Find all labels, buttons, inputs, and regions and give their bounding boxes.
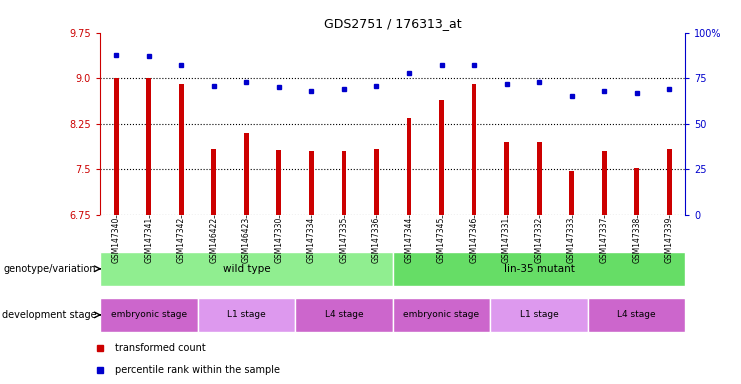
Text: transformed count: transformed count [115, 343, 205, 354]
Bar [634, 168, 639, 215]
Bar [276, 150, 282, 215]
Text: GSM147336: GSM147336 [372, 217, 381, 263]
Text: GSM147344: GSM147344 [405, 217, 413, 263]
Bar [147, 78, 151, 215]
Title: GDS2751 / 176313_at: GDS2751 / 176313_at [324, 17, 462, 30]
Bar [211, 149, 216, 215]
Bar [504, 142, 509, 215]
Bar [342, 151, 346, 215]
Text: GSM147346: GSM147346 [470, 217, 479, 263]
Text: GSM147337: GSM147337 [599, 217, 608, 263]
Bar [407, 118, 411, 215]
Text: GSM146423: GSM146423 [242, 217, 251, 263]
Text: embryonic stage: embryonic stage [110, 310, 187, 319]
Bar [471, 84, 476, 215]
Bar [100, 252, 393, 286]
Text: percentile rank within the sample: percentile rank within the sample [115, 364, 279, 375]
Text: GSM147333: GSM147333 [567, 217, 576, 263]
Text: wild type: wild type [222, 264, 270, 274]
Bar [374, 149, 379, 215]
Text: GSM146422: GSM146422 [210, 217, 219, 263]
Text: GSM147342: GSM147342 [177, 217, 186, 263]
Bar [100, 298, 198, 332]
Text: GSM147340: GSM147340 [112, 217, 121, 263]
Text: L4 stage: L4 stage [617, 310, 656, 319]
Bar [244, 133, 249, 215]
Text: L4 stage: L4 stage [325, 310, 363, 319]
Text: GSM147334: GSM147334 [307, 217, 316, 263]
Text: L1 stage: L1 stage [227, 310, 266, 319]
Bar [439, 99, 444, 215]
Text: GSM147341: GSM147341 [144, 217, 153, 263]
Text: embryonic stage: embryonic stage [403, 310, 479, 319]
Text: GSM147332: GSM147332 [534, 217, 544, 263]
Text: GSM147331: GSM147331 [502, 217, 511, 263]
Bar [295, 298, 393, 332]
Bar [667, 149, 671, 215]
Text: GSM147345: GSM147345 [437, 217, 446, 263]
Bar [179, 84, 184, 215]
Bar [569, 170, 574, 215]
Bar [393, 298, 491, 332]
Text: genotype/variation: genotype/variation [4, 264, 96, 274]
Text: GSM147338: GSM147338 [632, 217, 641, 263]
Text: GSM147330: GSM147330 [274, 217, 283, 263]
Text: GSM147339: GSM147339 [665, 217, 674, 263]
Text: development stage: development stage [1, 310, 96, 320]
Bar [198, 298, 295, 332]
Bar [588, 298, 685, 332]
Bar [393, 252, 685, 286]
Bar [536, 142, 542, 215]
Bar [114, 78, 119, 215]
Text: L1 stage: L1 stage [519, 310, 559, 319]
Bar [602, 151, 607, 215]
Bar [491, 298, 588, 332]
Bar [309, 151, 314, 215]
Text: GSM147335: GSM147335 [339, 217, 348, 263]
Text: lin-35 mutant: lin-35 mutant [504, 264, 574, 274]
